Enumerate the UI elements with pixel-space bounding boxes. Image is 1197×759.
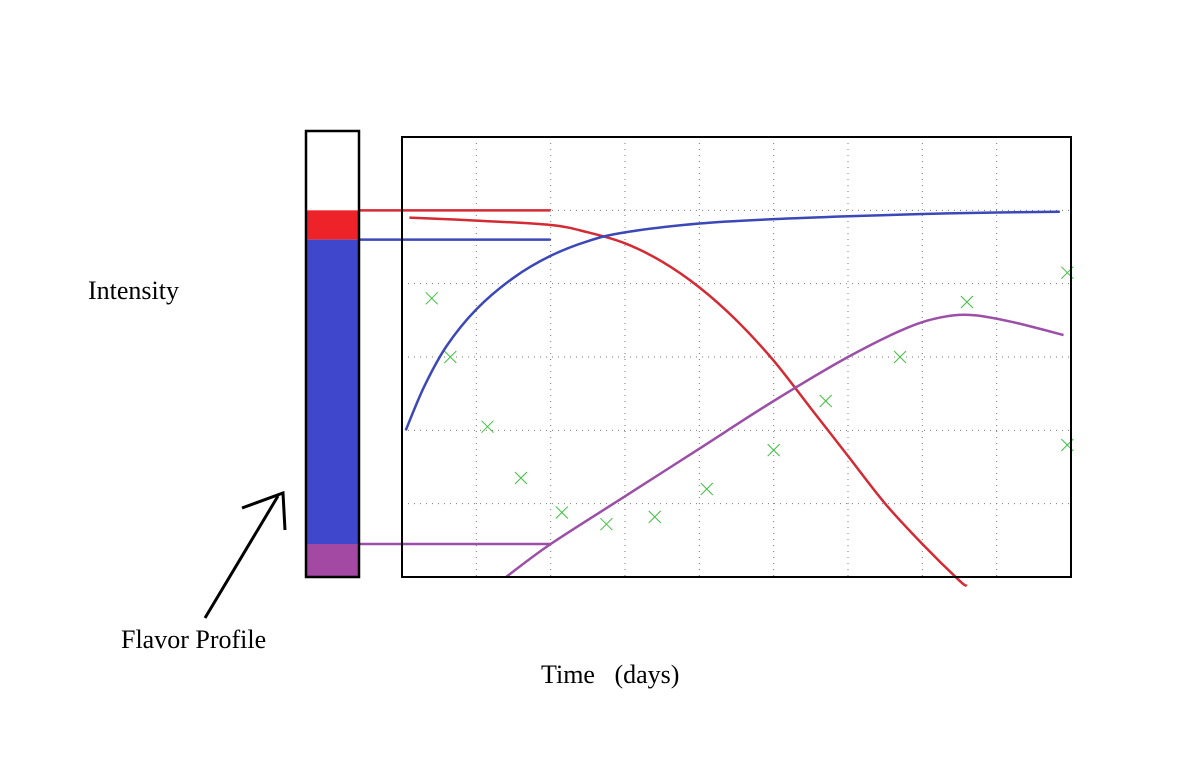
marker-point — [767, 443, 781, 457]
y-axis-label: Intensity — [88, 276, 179, 305]
flavor-segment-1 — [306, 210, 359, 240]
marker-point — [481, 420, 494, 434]
flavor-segment-2 — [306, 239, 359, 544]
series-line-1 — [409, 216, 968, 587]
flavor-segment-3 — [306, 544, 359, 577]
marker-point — [555, 506, 569, 519]
marker-point — [425, 291, 439, 305]
series-line-3 — [505, 313, 1064, 579]
marker-point — [514, 471, 528, 485]
flavor-profile-bar — [304, 129, 361, 579]
marker-point — [819, 394, 833, 408]
marker-point — [700, 482, 714, 496]
marker-point — [600, 517, 613, 531]
plot-frame — [401, 136, 1072, 578]
arrow-head — [241, 490, 287, 531]
arrow-shaft — [203, 495, 280, 619]
arrow-annotation — [203, 490, 287, 619]
marker-point — [443, 350, 457, 364]
marker-point — [648, 510, 662, 524]
series-lines — [404, 210, 1064, 587]
grid — [402, 137, 1071, 577]
connector-lines — [359, 209, 551, 546]
flavor-profile-label: Flavor Profile — [121, 625, 266, 654]
series-line-2 — [404, 210, 1060, 431]
marker-point — [893, 350, 907, 364]
markers — [425, 266, 1074, 531]
flavor-bar-frame — [304, 129, 361, 579]
marker-point — [960, 295, 974, 309]
x-axis-label: Time (days) — [541, 660, 679, 689]
